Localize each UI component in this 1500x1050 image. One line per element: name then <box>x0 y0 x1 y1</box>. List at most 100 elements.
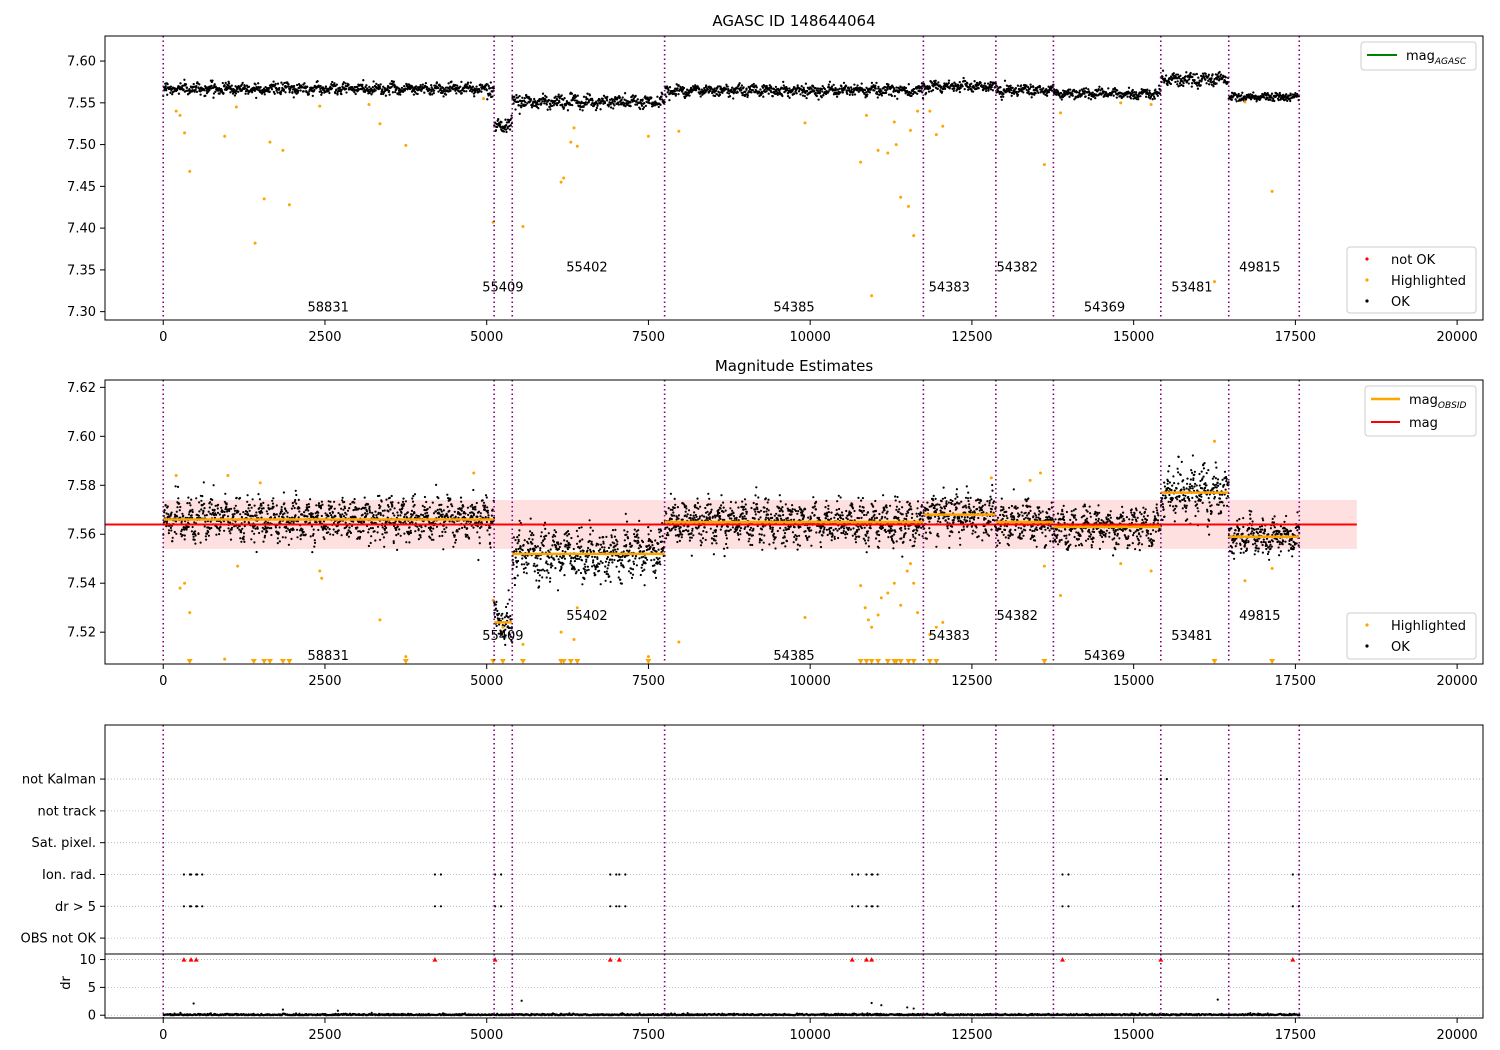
ok-point <box>385 498 388 501</box>
ok-point <box>552 540 556 543</box>
ok-point <box>416 525 419 528</box>
ok-point <box>319 85 322 88</box>
ok-point <box>253 541 256 544</box>
ok-point <box>576 554 579 558</box>
ok-point <box>587 100 590 104</box>
ok-point <box>327 531 330 534</box>
ok-point <box>460 509 463 512</box>
ok-point <box>412 93 416 96</box>
ok-point <box>191 533 195 536</box>
ok-point <box>272 505 275 508</box>
ok-point <box>1153 97 1156 100</box>
ok-point <box>990 85 993 89</box>
ok-point <box>463 86 467 89</box>
ok-point <box>297 89 300 92</box>
ok-point <box>177 92 181 95</box>
ok-point <box>666 91 669 94</box>
ok-point <box>230 526 234 529</box>
ok-point <box>654 569 657 572</box>
ok-point <box>644 104 648 108</box>
ok-point <box>393 514 396 517</box>
ok-point <box>286 511 289 514</box>
ok-point <box>478 542 481 545</box>
ok-point <box>361 83 364 87</box>
ok-point <box>610 550 613 553</box>
ok-point <box>441 530 444 534</box>
ok-point <box>643 568 646 571</box>
ok-point <box>202 481 205 484</box>
ok-point <box>309 498 312 501</box>
highlighted-point <box>188 169 192 173</box>
ok-point <box>414 85 418 88</box>
ok-point <box>550 562 553 565</box>
ok-point <box>594 108 598 112</box>
ok-point <box>805 90 809 93</box>
ok-point <box>558 545 561 549</box>
ok-point <box>828 86 831 89</box>
ok-point <box>513 98 517 101</box>
ok-point <box>928 87 932 90</box>
ok-point <box>536 545 540 548</box>
ok-point <box>388 496 391 499</box>
ok-point <box>390 85 393 89</box>
panel-agasc-legend-points: not OK Highlighted OK <box>1346 246 1477 314</box>
ok-point <box>166 505 169 508</box>
ok-point <box>441 91 444 95</box>
ok-point <box>1188 78 1191 81</box>
ok-point <box>659 98 662 101</box>
ok-point <box>203 89 206 92</box>
ok-point <box>484 504 487 507</box>
ok-point <box>489 81 492 84</box>
ok-point <box>561 549 564 553</box>
ok-point <box>439 87 442 90</box>
ok-point <box>727 87 730 91</box>
ok-point <box>621 559 624 562</box>
ok-point <box>181 534 184 537</box>
ok-point <box>667 89 670 92</box>
ok-point <box>501 612 504 615</box>
ok-point <box>751 88 755 92</box>
ok-point <box>356 526 359 529</box>
ok-point <box>455 92 458 95</box>
ok-point <box>546 563 549 566</box>
ok-point <box>378 494 381 497</box>
ok-point <box>353 89 357 92</box>
ok-point <box>212 484 215 487</box>
ok-point <box>347 83 350 86</box>
ok-point <box>742 86 745 89</box>
ok-point <box>364 85 367 89</box>
ok-point <box>632 97 635 100</box>
ok-point <box>853 89 856 92</box>
ok-point <box>531 538 534 541</box>
ok-point <box>910 94 913 97</box>
ok-point <box>390 494 393 498</box>
ok-point <box>430 530 433 533</box>
ok-point <box>383 545 386 548</box>
ok-point <box>192 535 195 538</box>
ok-point <box>225 503 228 506</box>
ok-point <box>406 511 409 514</box>
ok-point <box>744 90 747 94</box>
ok-point <box>185 528 188 531</box>
ok-point <box>396 511 399 514</box>
ok-point <box>332 528 335 531</box>
ok-point <box>599 108 602 111</box>
ok-point <box>283 81 286 85</box>
ok-point <box>486 83 489 86</box>
ok-point <box>454 515 457 518</box>
ok-point <box>526 102 529 105</box>
ok-point <box>262 501 265 504</box>
ok-point <box>442 95 445 98</box>
legend-label-ok: OK <box>1391 295 1410 310</box>
ok-point <box>848 93 851 96</box>
ok-point <box>397 532 400 536</box>
ok-point <box>703 87 706 90</box>
ok-point <box>533 97 536 101</box>
highlighted-point <box>367 102 371 106</box>
ok-point <box>214 90 217 93</box>
ok-point <box>1272 97 1275 100</box>
ok-point <box>1134 91 1138 94</box>
ok-point <box>507 589 510 592</box>
ok-point <box>446 505 449 508</box>
legend-marker-ok <box>1365 299 1369 303</box>
